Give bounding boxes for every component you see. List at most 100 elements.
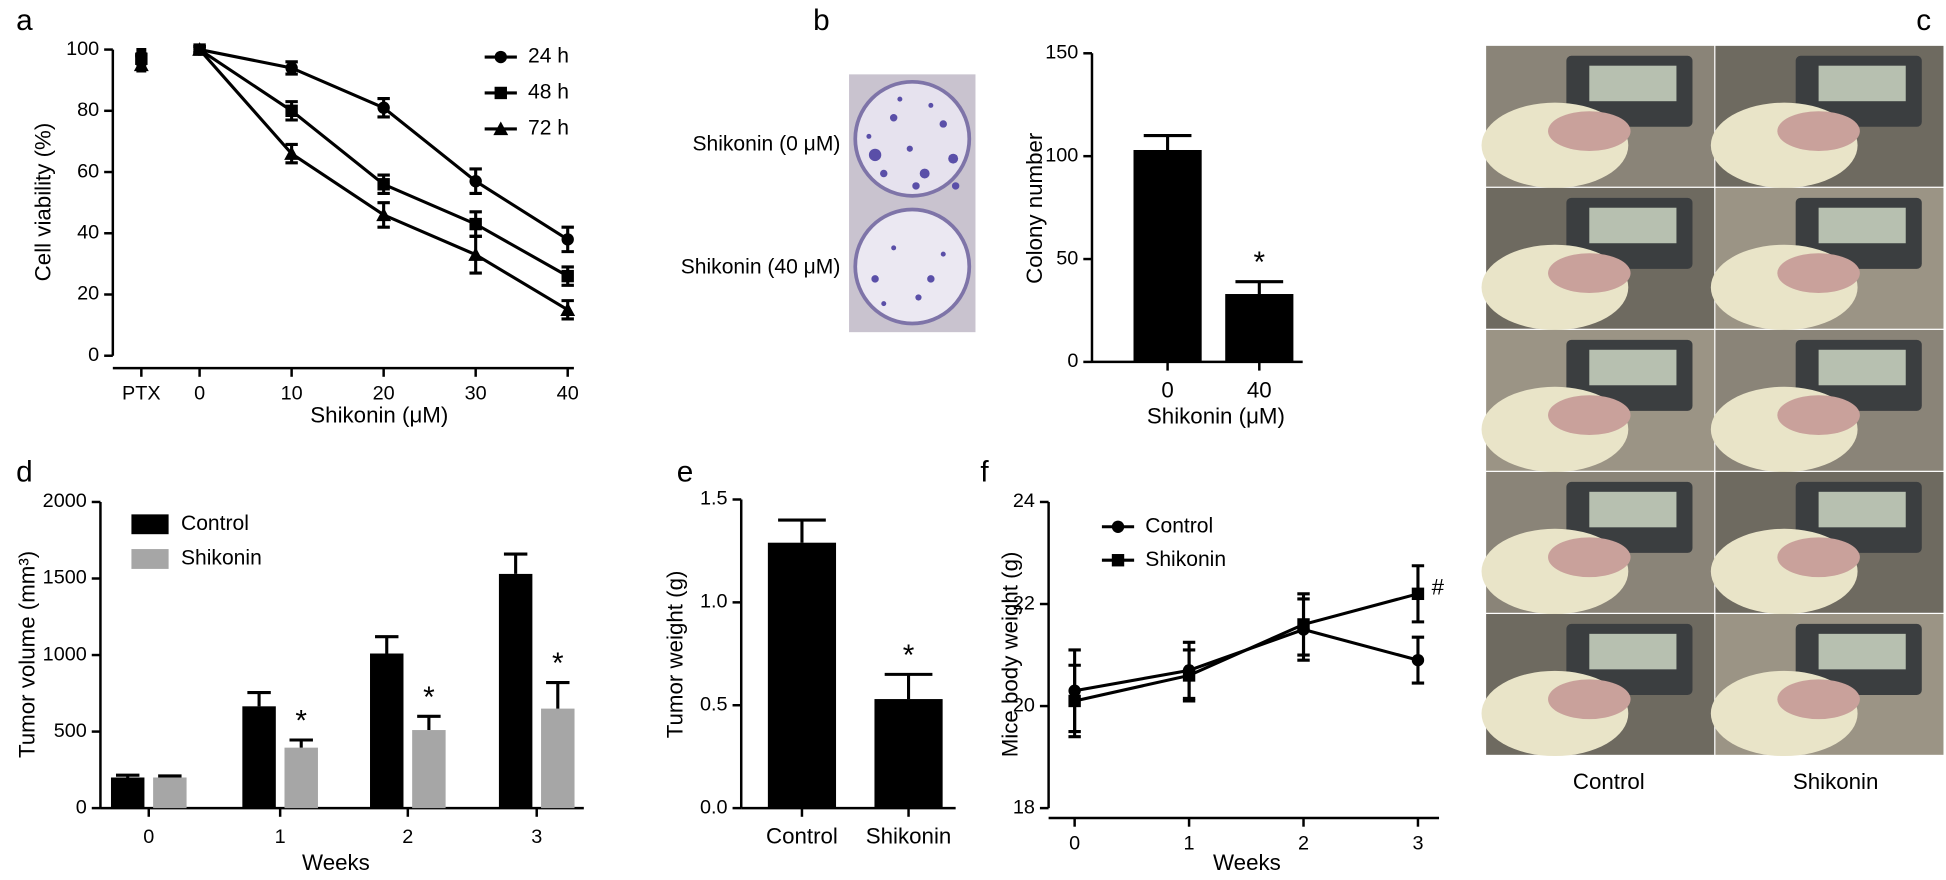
caliper-display bbox=[1589, 633, 1677, 670]
marker bbox=[1068, 694, 1081, 708]
y-tick-label: 60 bbox=[77, 160, 99, 182]
photo-label: Control bbox=[1573, 769, 1645, 794]
panel-letter: c bbox=[1916, 4, 1931, 37]
marker bbox=[1411, 587, 1425, 601]
marker bbox=[469, 217, 482, 231]
panel-letter: a bbox=[16, 4, 33, 37]
x-tick-label: Shikonin bbox=[866, 824, 952, 849]
bar bbox=[1133, 149, 1202, 362]
x-tick-label: 2 bbox=[1298, 832, 1309, 854]
caliper-display bbox=[1589, 491, 1677, 528]
x-tick-label: 30 bbox=[465, 382, 487, 404]
series-line bbox=[1074, 627, 1419, 693]
marker bbox=[560, 302, 576, 316]
y-tick-label: 150 bbox=[1045, 42, 1078, 64]
x-axis-label: Weeks bbox=[1213, 850, 1281, 875]
mouse bbox=[1777, 395, 1860, 436]
legend-label: Control bbox=[1145, 514, 1213, 537]
error-bar bbox=[247, 690, 271, 707]
panel-letter: d bbox=[16, 455, 33, 488]
x-tick-label: 20 bbox=[373, 382, 395, 404]
x-tick-label: 40 bbox=[1247, 378, 1272, 403]
legend-label: 48 h bbox=[528, 81, 569, 104]
error-bar bbox=[158, 774, 182, 778]
marker bbox=[468, 247, 484, 261]
bar bbox=[153, 777, 187, 809]
caliper-display bbox=[1589, 207, 1677, 244]
legend-label: 72 h bbox=[528, 116, 569, 139]
mouse bbox=[1777, 537, 1860, 578]
caliper-display bbox=[1818, 65, 1906, 102]
plate bbox=[853, 79, 972, 198]
legend-swatch bbox=[131, 549, 169, 569]
marker bbox=[284, 146, 300, 160]
x-axis-label: Shikonin (μM) bbox=[310, 402, 448, 427]
y-tick-label: 100 bbox=[66, 38, 99, 60]
marker bbox=[377, 178, 390, 191]
y-tick-label: 20 bbox=[1013, 694, 1035, 716]
x-tick-label: Control bbox=[766, 824, 838, 849]
x-tick-label: 3 bbox=[1412, 832, 1423, 854]
y-tick-label: 20 bbox=[77, 283, 99, 305]
x-tick-label: 2 bbox=[402, 826, 413, 848]
error-bar bbox=[115, 773, 140, 778]
x-tick-label: 0 bbox=[1161, 378, 1173, 403]
marker bbox=[1297, 618, 1310, 631]
error-bar bbox=[778, 518, 826, 543]
error-bar bbox=[417, 714, 441, 731]
legend-label: Shikonin bbox=[1145, 548, 1226, 571]
y-tick-label: 1000 bbox=[43, 643, 87, 665]
x-tick-label: 0 bbox=[194, 382, 205, 404]
error-bar bbox=[503, 552, 528, 574]
marker bbox=[192, 42, 208, 56]
panel-letter: e bbox=[677, 455, 694, 488]
marker bbox=[133, 57, 149, 72]
mouse bbox=[1777, 253, 1860, 294]
y-tick-label: 24 bbox=[1013, 490, 1035, 512]
caliper-display bbox=[1818, 207, 1906, 244]
y-axis-label: Mice body weight (g) bbox=[997, 552, 1022, 758]
error-bar bbox=[884, 672, 933, 700]
y-tick-label: 1500 bbox=[43, 567, 87, 589]
image-label: Shikonin (0 μM) bbox=[692, 133, 840, 156]
mouse bbox=[1548, 253, 1631, 294]
marker bbox=[377, 101, 390, 114]
marker bbox=[494, 86, 507, 100]
marker bbox=[1111, 554, 1125, 567]
y-tick-label: 0.5 bbox=[700, 693, 728, 715]
y-tick-label: 22 bbox=[1013, 592, 1035, 614]
caliper-display bbox=[1818, 349, 1906, 386]
error-bar bbox=[1143, 134, 1192, 150]
mouse bbox=[1777, 111, 1860, 151]
bar bbox=[412, 730, 446, 809]
marker bbox=[1411, 653, 1425, 667]
mouse bbox=[1548, 395, 1631, 436]
mouse bbox=[1548, 679, 1631, 720]
annotation: * bbox=[423, 681, 435, 714]
error-bar bbox=[546, 681, 570, 709]
y-tick-label: 0 bbox=[76, 796, 87, 818]
panel-letter: b bbox=[813, 4, 830, 37]
marker bbox=[376, 207, 392, 222]
bar bbox=[284, 747, 318, 809]
y-tick-label: 40 bbox=[77, 221, 99, 243]
error-bar bbox=[289, 738, 313, 748]
y-tick-label: 100 bbox=[1045, 144, 1078, 166]
photo-label: Shikonin bbox=[1793, 769, 1879, 794]
x-axis-label: Weeks bbox=[302, 850, 370, 875]
y-axis-label: Colony number bbox=[1022, 132, 1047, 284]
bar bbox=[242, 706, 276, 809]
x-tick-label: 1 bbox=[275, 826, 286, 848]
legend-label: Shikonin bbox=[181, 547, 262, 570]
image-label: Shikonin (40 μM) bbox=[681, 255, 841, 278]
x-tick-label: 3 bbox=[531, 826, 542, 848]
x-tick-label: 10 bbox=[281, 382, 303, 404]
mouse bbox=[1548, 537, 1631, 578]
error-bar bbox=[375, 635, 399, 654]
x-tick-label: 1 bbox=[1184, 832, 1195, 854]
y-tick-label: 1.5 bbox=[700, 488, 728, 510]
marker bbox=[493, 121, 509, 136]
bar bbox=[541, 708, 575, 809]
caliper-display bbox=[1818, 491, 1906, 528]
